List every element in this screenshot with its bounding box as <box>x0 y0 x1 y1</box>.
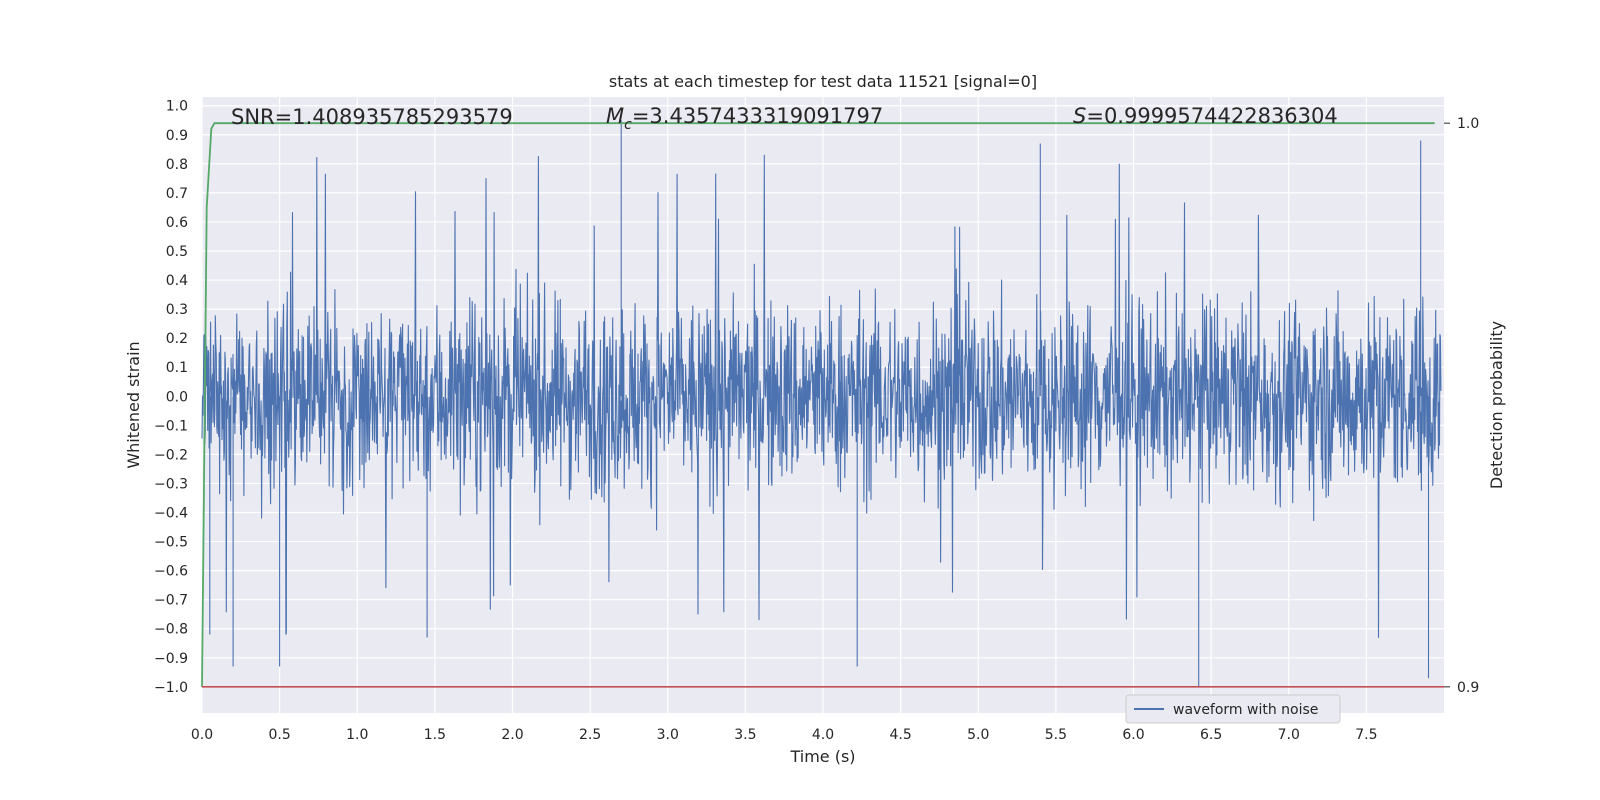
x-tick-label: 2.5 <box>579 727 601 743</box>
y-tick-label: −0.5 <box>154 535 188 551</box>
chirp-mass-subscript: c <box>624 117 632 133</box>
y-tick-label: −1.0 <box>154 680 188 696</box>
legend-box <box>1125 694 1341 724</box>
x-tick-label: 5.0 <box>967 727 989 743</box>
snr-annotation: SNR=1.408935785293579 <box>231 105 513 129</box>
x-tick-label: 1.5 <box>424 727 446 743</box>
y2-tick-label: 0.9 <box>1457 680 1479 696</box>
y-tick-label: −0.6 <box>154 564 188 580</box>
y-tick-label: 0.2 <box>166 331 188 347</box>
y-tick-label: 0.8 <box>166 157 188 173</box>
y-tick-label: 0.6 <box>166 215 188 231</box>
score-symbol: S <box>1073 104 1086 128</box>
x-tick-label: 4.5 <box>889 727 911 743</box>
x-tick-label: 3.5 <box>734 727 756 743</box>
x-tick-label: 4.0 <box>812 727 834 743</box>
chirp-mass-annotation: Mc=3.4357433319091797 <box>606 104 883 133</box>
chart-title: stats at each timestep for test data 115… <box>609 72 1037 91</box>
x-tick-label: 0.5 <box>268 727 290 743</box>
x-tick-label: 1.0 <box>346 727 368 743</box>
x-tick-label: 6.5 <box>1200 727 1222 743</box>
y-axis-label: Whitened strain <box>124 341 143 468</box>
y-tick-label: 0.9 <box>166 128 188 144</box>
detection-probability-line <box>201 122 1435 687</box>
legend-label: waveform with noise <box>1173 702 1318 718</box>
x-axis-label: Time (s) <box>789 747 855 766</box>
x-ticks: 0.0 0.5 1.0 1.5 2.0 2.5 3.0 3.5 4.0 4.5 5.0 5.5 6.0 6… <box>191 727 1378 743</box>
y-tick-label: 0.5 <box>166 244 188 260</box>
y-tick-label: −0.7 <box>154 593 188 609</box>
y-tick-label: 0.7 <box>166 186 188 202</box>
y-tick-label: 0.3 <box>166 302 188 318</box>
x-tick-label: 6.0 <box>1122 727 1144 743</box>
y-tick-label: 0.0 <box>166 389 188 405</box>
y-tick-label: −0.2 <box>154 447 188 463</box>
chirp-mass-value: =3.4357433319091797 <box>632 104 883 128</box>
y-tick-label: 1.0 <box>166 99 188 115</box>
x-tick-label: 5.5 <box>1045 727 1067 743</box>
y-tick-label: −0.3 <box>154 476 188 492</box>
y-tick-label: −0.8 <box>154 622 188 638</box>
y-tick-label: −0.4 <box>154 506 188 522</box>
x-tick-label: 0.0 <box>191 727 213 743</box>
x-tick-label: 7.5 <box>1355 727 1377 743</box>
x-tick-label: 3.0 <box>657 727 679 743</box>
y-tick-label: −0.1 <box>154 418 188 434</box>
plot-area <box>201 120 1444 688</box>
score-annotation: S=0.9999574422836304 <box>1073 104 1338 128</box>
waveform-with-noise-line <box>201 120 1442 687</box>
score-value: =0.9999574422836304 <box>1086 104 1337 128</box>
y-tick-label: −0.9 <box>154 651 188 667</box>
y-ticks: 1.0 0.9 0.8 0.7 0.6 0.5 0.4 0.3 0.2 0.1 0.0 −0.1 −0.… <box>154 99 188 696</box>
y-tick-label: 0.1 <box>166 360 188 376</box>
y-tick-label: 0.4 <box>166 273 188 289</box>
y2-axis-label: Detection probability <box>1487 321 1506 489</box>
x-tick-label: 2.0 <box>501 727 523 743</box>
y2-ticks: 1.0 0.9 <box>1444 116 1479 696</box>
legend: waveform with noise <box>1125 694 1341 724</box>
y2-tick-label: 1.0 <box>1457 116 1479 132</box>
x-tick-label: 7.0 <box>1278 727 1300 743</box>
chirp-mass-symbol: M <box>606 104 624 128</box>
